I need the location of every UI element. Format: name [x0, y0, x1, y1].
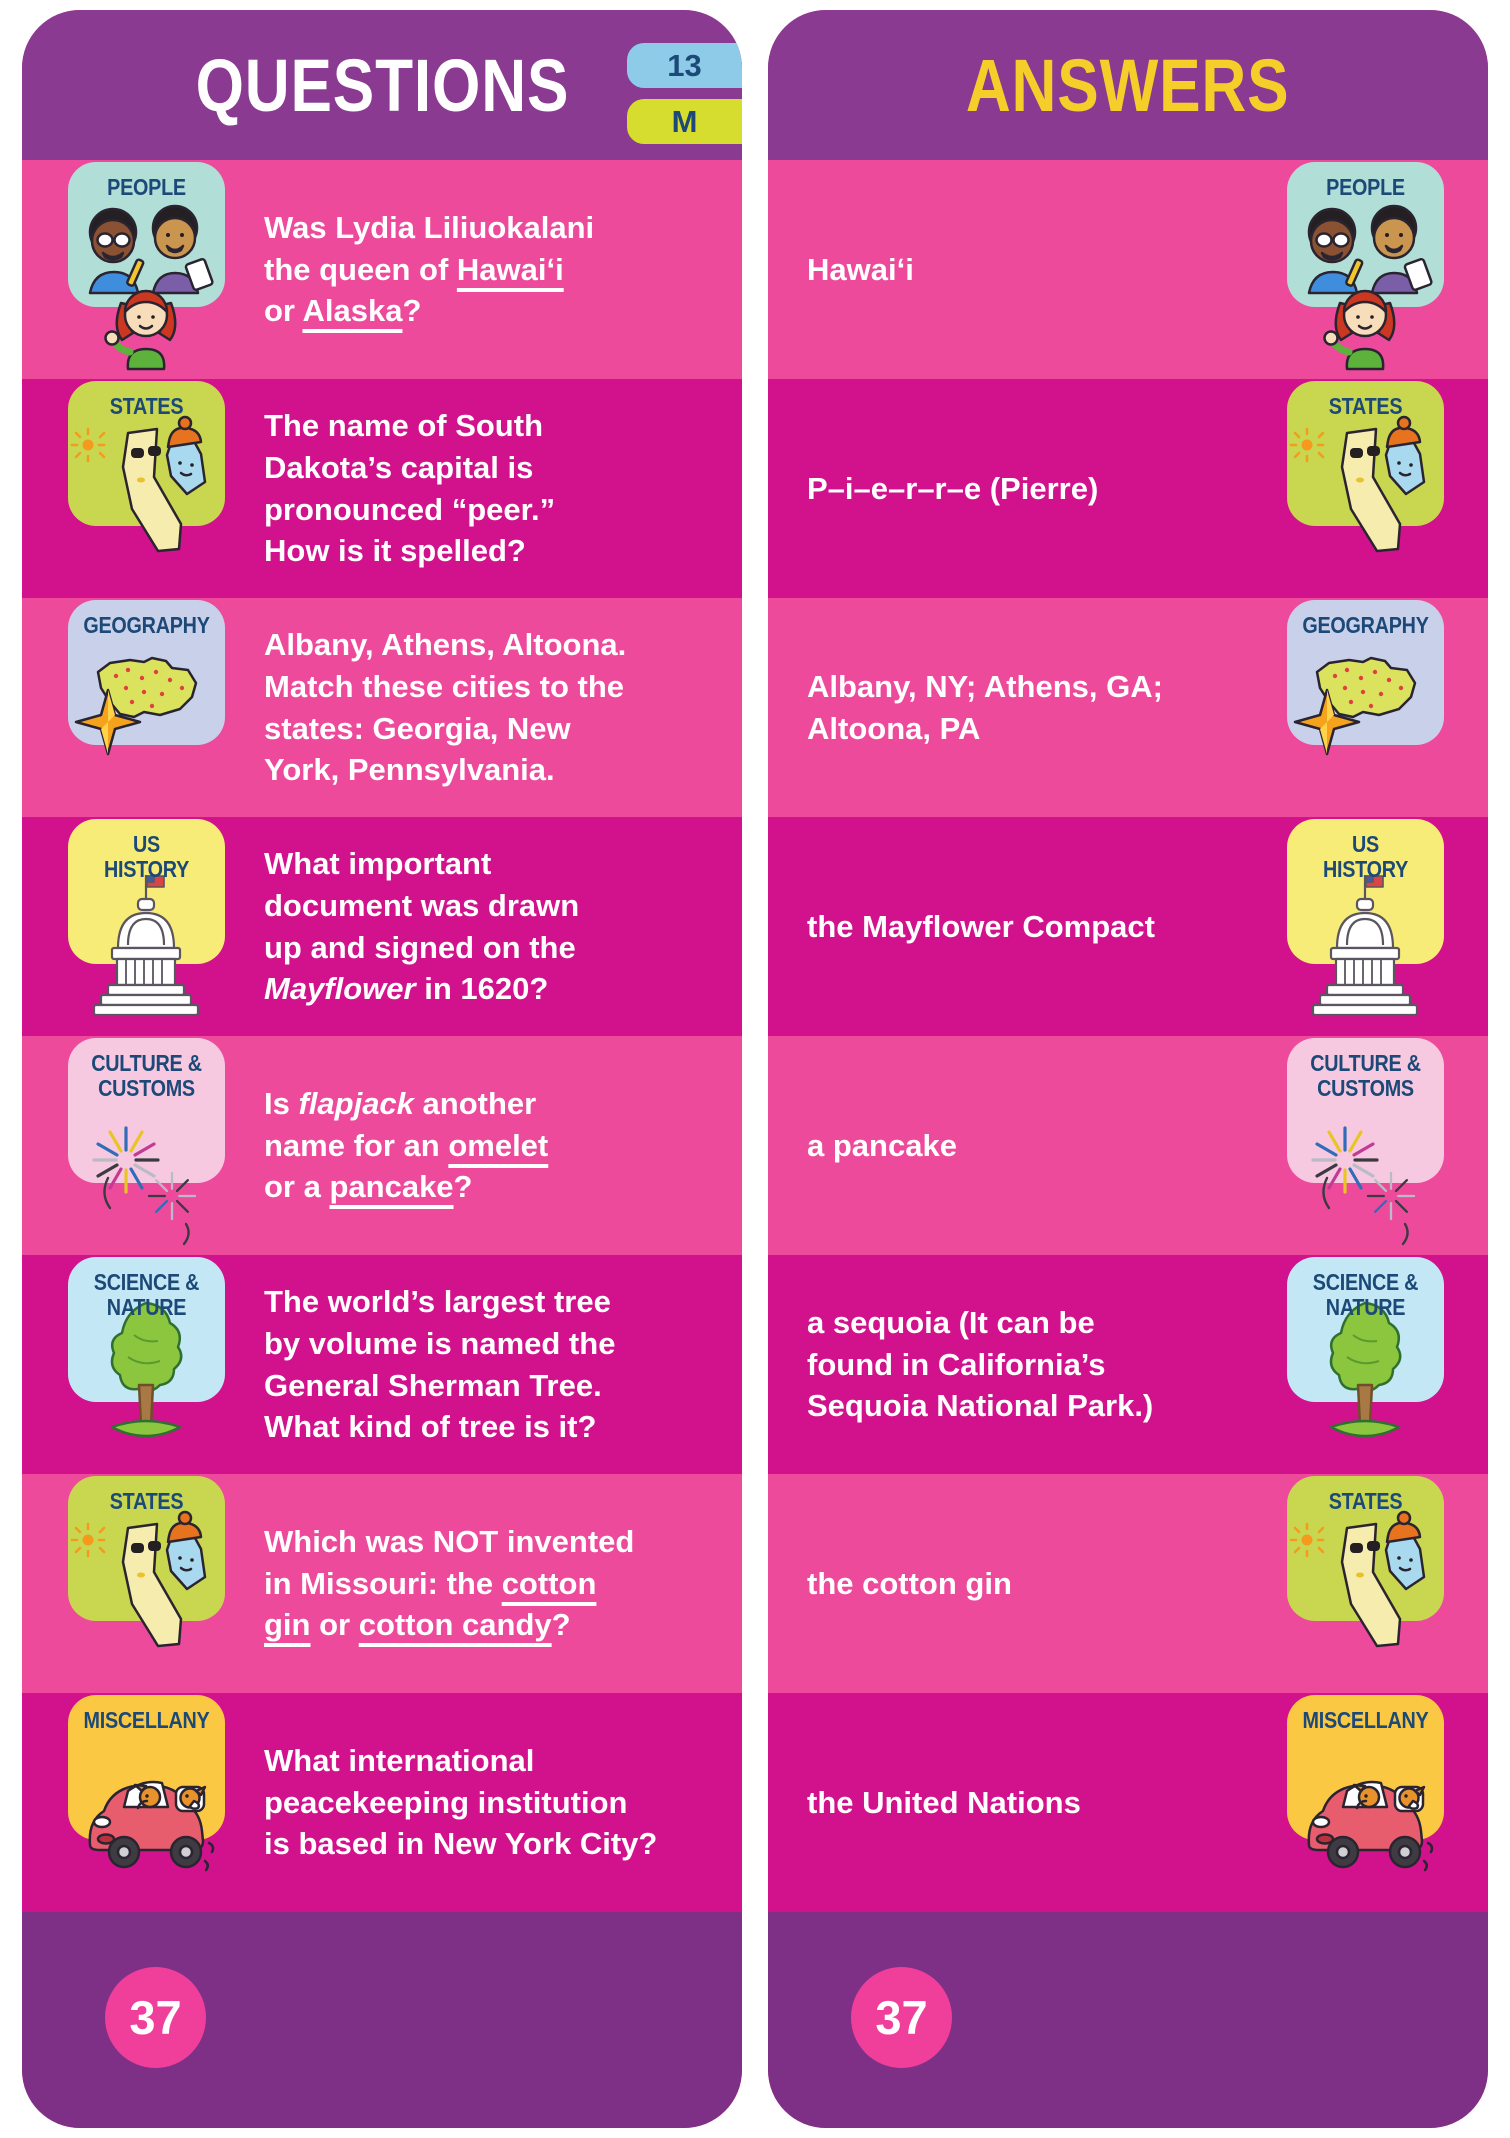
category-label: CULTURE & CUSTOMS	[91, 1050, 202, 1101]
question-text: What international peacekeeping institut…	[264, 1693, 722, 1912]
question-row: US HISTORY What important document was dr…	[22, 817, 742, 1036]
question-row: SCIENCE & NATURE The world’s largest tree…	[22, 1255, 742, 1474]
category-label: PEOPLE	[1326, 174, 1405, 200]
answer-text: a pancake	[807, 1036, 1288, 1255]
category-label: GEOGRAPHY	[1302, 612, 1429, 638]
answer-row: MISCELLANY the United Nations	[768, 1693, 1488, 1912]
text-segment: Albany, Athens, Altoona. Match these cit…	[264, 627, 627, 788]
answer-text: the United Nations	[807, 1693, 1288, 1912]
text-segment: Was Lydia Liliuokalani the queen of	[264, 210, 595, 287]
answer-row: GEOGRAPHY Albany, NY; Athens, GA; Altoona…	[768, 598, 1488, 817]
text-segment: the Mayflower Compact	[807, 908, 1155, 944]
answer-text: P–i–e–r–r–e (Pierre)	[807, 379, 1288, 598]
category-label: SCIENCE & NATURE	[93, 1269, 200, 1320]
answers-footer: 37	[768, 1912, 1488, 2128]
answer-row: STATES P–i–e–r–r–e (Pierre)	[768, 379, 1488, 598]
questions-footer: 37	[22, 1912, 742, 2128]
category-label: STATES	[1328, 393, 1403, 419]
answer-text: the cotton gin	[807, 1474, 1288, 1693]
text-segment: or	[310, 1607, 359, 1643]
text-segment: pancake	[329, 1169, 454, 1205]
text-segment: flapjack	[298, 1086, 414, 1122]
text-segment: ?	[551, 1607, 571, 1643]
text-segment: What international peacekeeping institut…	[264, 1743, 658, 1862]
answers-title: ANSWERS	[966, 43, 1290, 127]
question-text: Which was NOT invented in Missouri: the …	[264, 1474, 722, 1693]
text-segment: cotton gin	[264, 1565, 597, 1643]
text-segment: Hawaiʻi	[456, 251, 564, 287]
answer-text: Albany, NY; Athens, GA; Altoona, PA	[807, 598, 1288, 817]
text-segment: ?	[402, 293, 422, 329]
text-segment: Hawaiʻi	[807, 251, 914, 287]
category-label: GEOGRAPHY	[83, 612, 210, 638]
questions-rows: PEOPLE Was Lydia Liliuokalani the queen o…	[22, 160, 742, 1912]
question-row: GEOGRAPHY Albany, Athens, Altoona. Match …	[22, 598, 742, 817]
category-label: MISCELLANY	[83, 1707, 210, 1733]
question-row: STATES Which was NOT invented in Missouri…	[22, 1474, 742, 1693]
answer-row: STATES the cotton gin	[768, 1474, 1488, 1693]
deck-badges: 13 M	[627, 43, 742, 144]
answers-header: ANSWERS	[768, 10, 1488, 160]
text-segment: The name of South Dakota’s capital is pr…	[264, 408, 556, 569]
text-segment: The world’s largest tree by volume is na…	[264, 1284, 616, 1445]
text-segment: Albany, NY; Athens, GA; Altoona, PA	[807, 668, 1163, 746]
category-label: SCIENCE & NATURE	[1312, 1269, 1419, 1320]
category-label: US HISTORY	[103, 831, 190, 882]
questions-card: QUESTIONS 13 M PEOPLE Was Lydia Liliuokal…	[22, 10, 742, 2128]
question-text: The name of South Dakota’s capital is pr…	[264, 379, 722, 598]
text-segment: What important document was drawn up and…	[264, 846, 580, 965]
category-label: PEOPLE	[107, 174, 186, 200]
answers-page-number: 37	[851, 1967, 952, 2068]
questions-title: QUESTIONS	[195, 43, 569, 127]
text-segment: the United Nations	[807, 1784, 1081, 1820]
text-segment: another name for an	[264, 1086, 537, 1163]
text-segment: or	[264, 293, 295, 329]
category-label: STATES	[109, 1488, 184, 1514]
answer-text: a sequoia (It can be found in California…	[807, 1255, 1288, 1474]
text-segment: omelet	[448, 1127, 549, 1163]
answer-row: SCIENCE & NATURE a sequoia (It can be fou…	[768, 1255, 1488, 1474]
text-segment: the cotton gin	[807, 1565, 1012, 1601]
category-label: US HISTORY	[1322, 831, 1409, 882]
question-text: The world’s largest tree by volume is na…	[264, 1255, 722, 1474]
text-segment: ?	[453, 1169, 473, 1205]
deck-number-badge: 13	[627, 43, 742, 88]
question-row: PEOPLE Was Lydia Liliuokalani the queen o…	[22, 160, 742, 379]
question-text: What important document was drawn up and…	[264, 817, 722, 1036]
answers-card: ANSWERS PEOPLE Hawaiʻi STATES P–i–e–r–r–e (…	[768, 10, 1488, 2128]
answer-row: PEOPLE Hawaiʻi	[768, 160, 1488, 379]
question-row: MISCELLANY What international peacekeepin…	[22, 1693, 742, 1912]
questions-header: QUESTIONS 13 M	[22, 10, 742, 160]
answer-row: CULTURE & CUSTOMS a pancake	[768, 1036, 1488, 1255]
questions-page-number: 37	[105, 1967, 206, 2068]
deck-letter-badge: M	[627, 99, 742, 144]
text-segment: a sequoia (It can be found in California…	[807, 1305, 1154, 1424]
text-segment: P–i–e–r–r–e (Pierre)	[807, 470, 1099, 506]
category-label: CULTURE & CUSTOMS	[1310, 1050, 1421, 1101]
text-segment: Is	[264, 1086, 299, 1122]
text-segment: in 1620?	[415, 971, 549, 1007]
text-segment: Alaska	[302, 293, 403, 329]
text-segment: Which was NOT invented in Missouri: the	[264, 1524, 635, 1601]
category-label: STATES	[109, 393, 184, 419]
text-segment: or a	[264, 1169, 321, 1205]
question-row: STATES The name of South Dakota’s capital…	[22, 379, 742, 598]
question-row: CULTURE & CUSTOMS Is flapjack another nam…	[22, 1036, 742, 1255]
category-label: STATES	[1328, 1488, 1403, 1514]
answer-text: Hawaiʻi	[807, 160, 1288, 379]
question-text: Albany, Athens, Altoona. Match these cit…	[264, 598, 722, 817]
answer-text: the Mayflower Compact	[807, 817, 1288, 1036]
question-text: Was Lydia Liliuokalani the queen of Hawa…	[264, 160, 722, 379]
text-segment: a pancake	[807, 1127, 957, 1163]
text-segment: Mayflower	[264, 971, 416, 1007]
text-segment: cotton candy	[358, 1607, 552, 1643]
question-text: Is flapjack another name for an omelet o…	[264, 1036, 722, 1255]
answer-row: US HISTORY the Mayflower Compact	[768, 817, 1488, 1036]
category-label: MISCELLANY	[1302, 1707, 1429, 1733]
answers-rows: PEOPLE Hawaiʻi STATES P–i–e–r–r–e (Pierre) G…	[768, 160, 1488, 1912]
